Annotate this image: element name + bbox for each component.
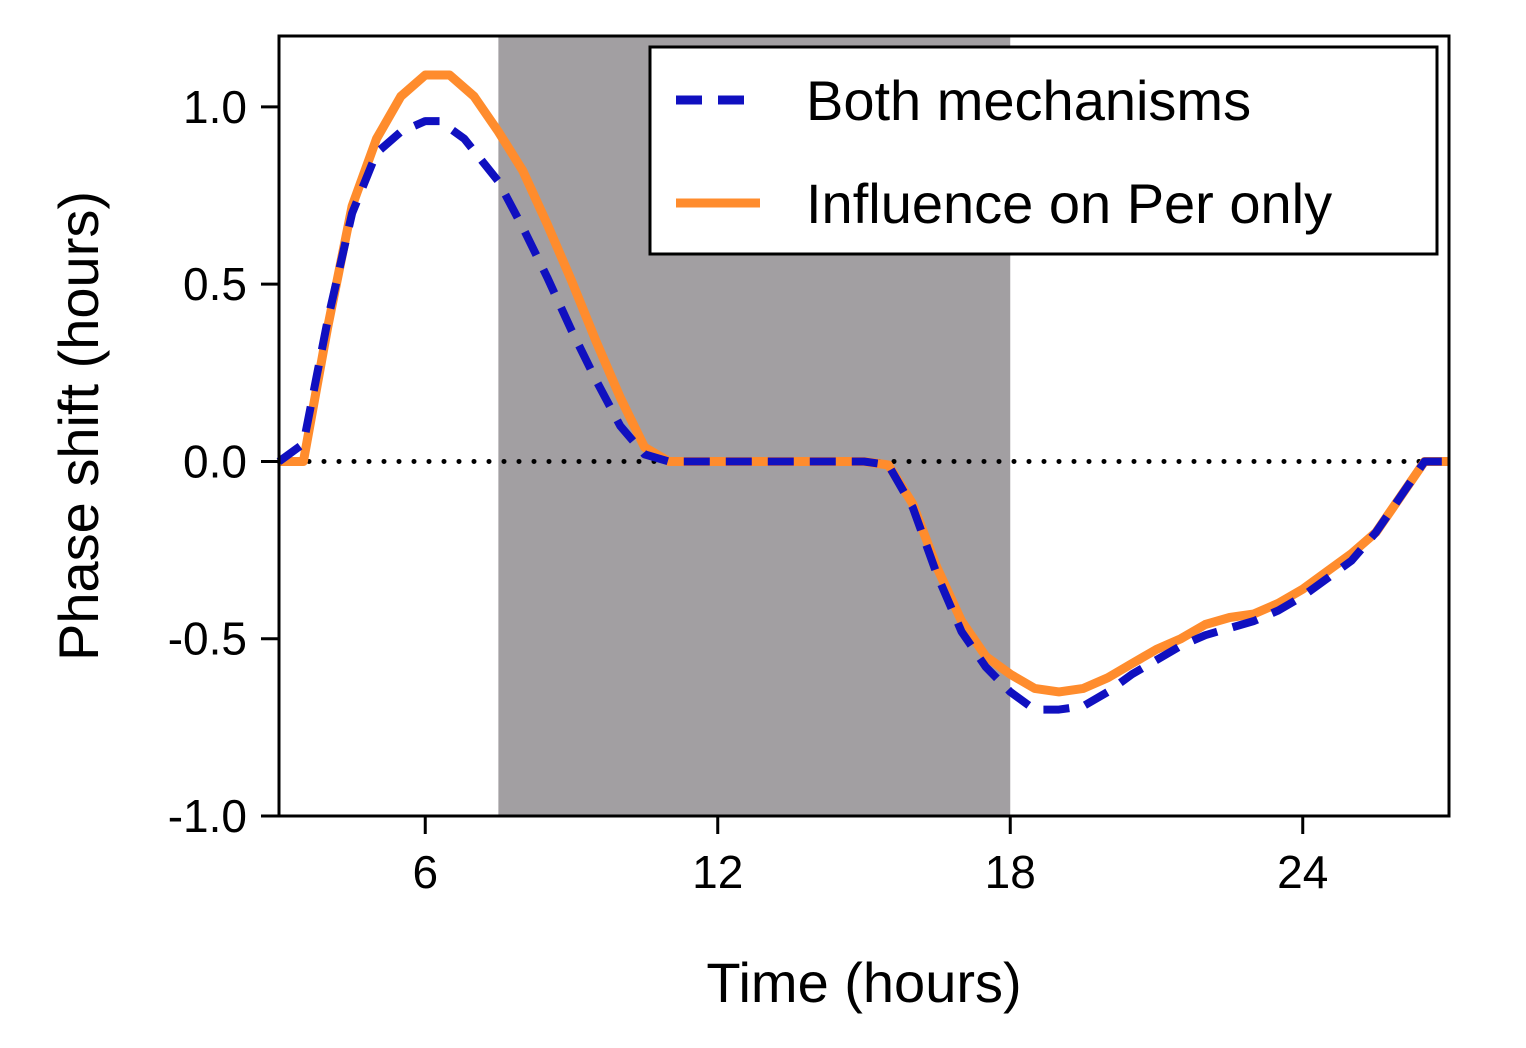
y-tick-label: 0.0 [183,435,247,487]
y-axis: -1.0 -0.5 0.0 0.5 1.0 [168,81,279,842]
y-axis-label: Phase shift (hours) [47,191,110,661]
plot-frame [277,34,1451,818]
y-tick-label: 0.5 [183,258,247,310]
x-axis: 6 12 18 24 [412,816,1328,898]
legend-label: Both mechanisms [806,69,1251,132]
series-line-both-mechanisms [276,117,1449,714]
series-layer [276,70,1449,714]
x-tick-label: 18 [985,846,1036,898]
legend: Both mechanisms Influence on Per only [648,45,1439,256]
x-axis-label: Time (hours) [706,951,1021,1014]
x-tick-label: 12 [692,846,743,898]
y-tick-label: -0.5 [168,613,247,665]
legend-label: Influence on Per only [806,172,1332,235]
x-tick-label: 6 [412,846,438,898]
y-tick-label: 1.0 [183,81,247,133]
legend-box [648,45,1439,256]
x-tick-label: 24 [1277,846,1328,898]
y-tick-label: -1.0 [168,790,247,842]
